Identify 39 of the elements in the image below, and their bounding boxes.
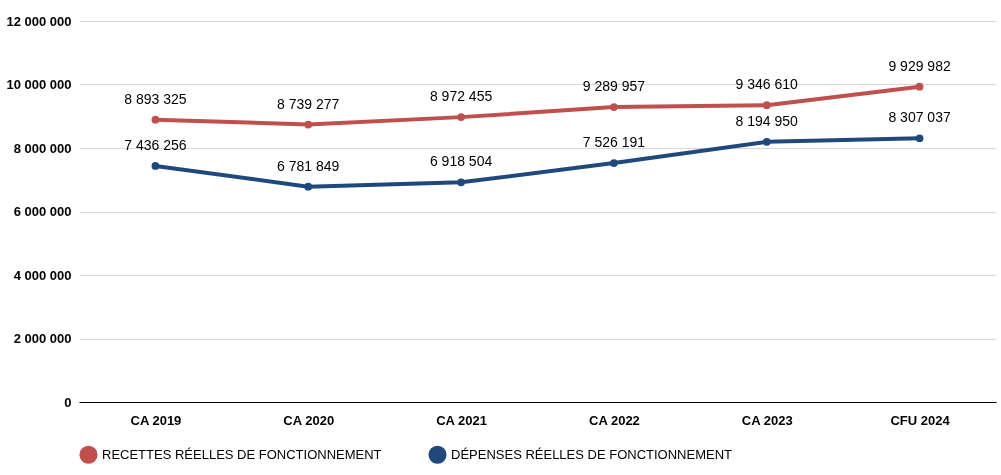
data-label: 9 289 957 xyxy=(582,78,646,95)
y-tick-label: 6 000 000 xyxy=(13,204,72,219)
point xyxy=(762,101,771,110)
data-label: 8 893 325 xyxy=(124,90,187,107)
point xyxy=(304,182,313,191)
point xyxy=(762,137,771,146)
y-tick-label: 12 000 000 xyxy=(6,13,72,29)
y-tick-label: 2 000 000 xyxy=(13,331,72,346)
point xyxy=(915,134,924,143)
point xyxy=(457,113,465,121)
data-label: 6 918 504 xyxy=(429,153,493,170)
point xyxy=(915,82,924,91)
data-label: 8 739 277 xyxy=(277,95,340,112)
legend-label: RECETTES RÉELLES DE FONCTIONNEMENT xyxy=(102,446,382,462)
x-tick-label: CA 2023 xyxy=(741,412,793,428)
x-tick-label: CA 2020 xyxy=(283,412,335,428)
point xyxy=(457,178,465,187)
point xyxy=(610,103,618,111)
data-label: 9 929 982 xyxy=(888,57,951,74)
data-label: 7 436 256 xyxy=(124,136,187,153)
legend-label: DÉPENSES RÉELLES DE FONCTIONNEMENT xyxy=(451,446,733,462)
x-tick-label: CA 2022 xyxy=(589,412,640,428)
data-label: 8 194 950 xyxy=(735,112,799,129)
y-tick-label: 0 xyxy=(64,394,72,410)
data-label: 9 346 610 xyxy=(735,76,799,93)
x-tick-label: CA 2019 xyxy=(130,412,182,428)
point xyxy=(304,120,313,129)
point xyxy=(610,159,618,167)
y-tick-label: 10 000 000 xyxy=(6,77,72,92)
y-tick-label: 8 000 000 xyxy=(13,140,72,156)
data-label: 8 972 455 xyxy=(429,88,493,105)
data-label: 6 781 849 xyxy=(277,157,340,174)
data-label: 8 307 037 xyxy=(888,109,951,126)
x-tick-label: CA 2021 xyxy=(436,412,487,428)
x-tick-label: CFU 2024 xyxy=(890,412,951,428)
point xyxy=(151,162,160,170)
data-label: 7 526 191 xyxy=(582,134,646,151)
point xyxy=(151,115,160,124)
y-tick-label: 4 000 000 xyxy=(13,267,72,283)
